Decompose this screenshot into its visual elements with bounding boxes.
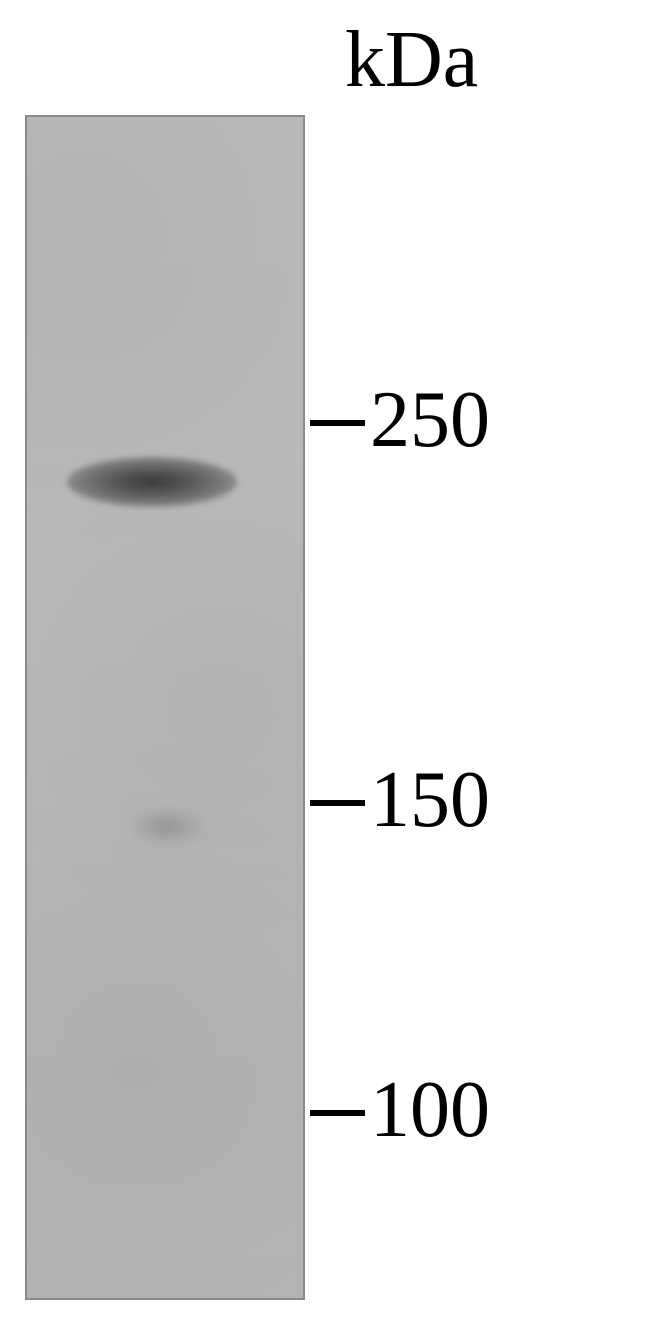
marker-label-250: 250: [370, 375, 490, 466]
marker-tick-100: [310, 1110, 365, 1116]
protein-band: [67, 457, 237, 507]
marker-tick-150: [310, 800, 365, 806]
marker-label-100: 100: [370, 1065, 490, 1156]
blot-background-noise: [27, 117, 303, 1298]
blot-lane: [25, 115, 305, 1300]
marker-label-150: 150: [370, 755, 490, 846]
faint-spot: [127, 807, 207, 847]
unit-label: kDa: [345, 15, 478, 106]
marker-tick-250: [310, 420, 365, 426]
